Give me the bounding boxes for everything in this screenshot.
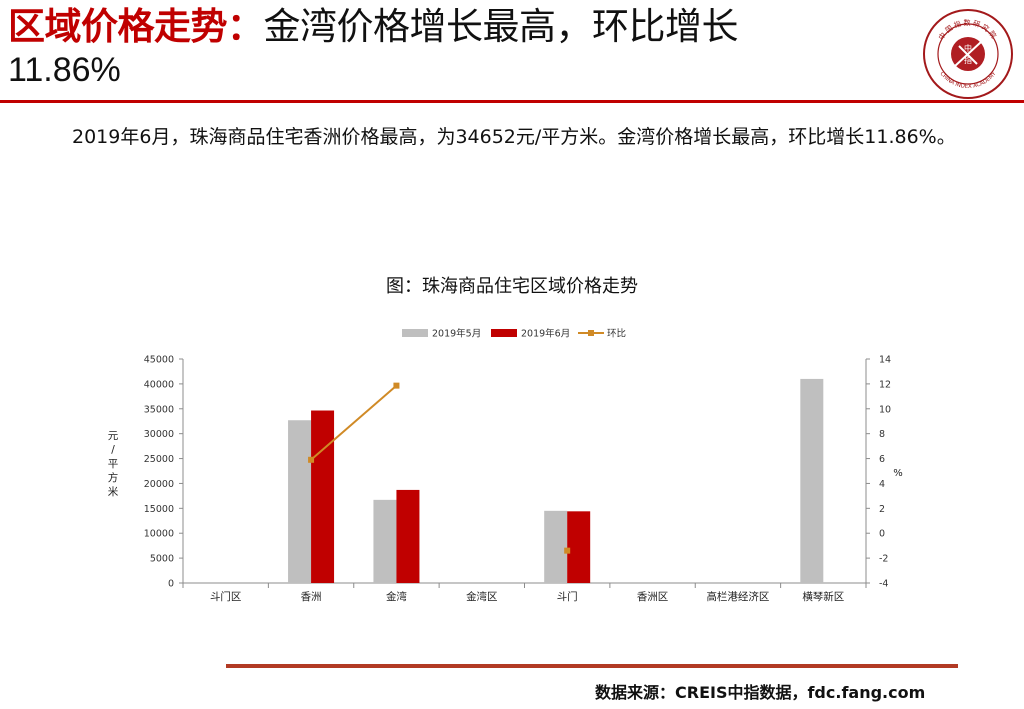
y-axis-title-char: 元 — [108, 430, 119, 442]
y-tick-label: 35000 — [144, 404, 174, 415]
bar — [800, 378, 824, 583]
y2-tick-label: 4 — [879, 479, 885, 490]
seal-logo-icon: 中 指 中国指数研究院 CHINA INDEX ACADEMY — [923, 9, 1013, 99]
mom-point — [308, 456, 315, 463]
bar — [396, 489, 420, 583]
mom-line-segment — [310, 384, 398, 461]
y-tick-label: 40000 — [144, 379, 174, 390]
mom-point — [393, 382, 400, 389]
x-tick-label: 金湾 — [386, 590, 407, 603]
bar — [288, 420, 312, 583]
y2-tick-label: -4 — [879, 579, 888, 590]
y-tick-label: 15000 — [144, 504, 174, 515]
y-axis-title-char: 平 — [108, 458, 119, 470]
page-title: 区域价格走势：金湾价格增长最高，环比增长 11.86% — [8, 4, 913, 90]
y2-tick-label: -2 — [879, 554, 888, 565]
y-tick-label: 20000 — [144, 479, 174, 490]
mom-point — [564, 547, 571, 554]
bar — [373, 499, 397, 583]
x-tick-label: 斗门区 — [210, 590, 242, 603]
footer-divider — [226, 664, 958, 668]
logo-char-2: 指 — [964, 55, 972, 65]
bar — [567, 511, 591, 583]
y2-tick-label: 0 — [879, 529, 885, 540]
bar — [544, 510, 568, 583]
x-tick-label: 香洲 — [301, 591, 322, 603]
y2-tick-label: 8 — [879, 429, 885, 440]
bar — [311, 410, 335, 583]
summary-paragraph: 2019年6月，珠海商品住宅香洲价格最高，为34652元/平方米。金湾价格增长最… — [72, 126, 956, 148]
title-line-2: 11.86% — [8, 51, 121, 89]
y-tick-label: 45000 — [144, 355, 174, 366]
legend-marker-mom — [588, 330, 594, 336]
title-highlight: 区域价格走势： — [8, 5, 264, 48]
title-divider — [0, 100, 1024, 103]
logo-char-1: 中 — [964, 43, 972, 53]
legend-swatch-may — [402, 329, 428, 337]
y-axis-title-char: / — [111, 444, 115, 456]
y2-tick-label: 14 — [879, 355, 891, 366]
y-tick-label: 10000 — [144, 529, 174, 540]
y2-tick-label: 10 — [879, 404, 891, 415]
y2-tick-label: 6 — [879, 454, 885, 465]
y2-tick-label: 2 — [879, 504, 885, 515]
title-text: 金湾价格增长最高，环比增长 — [263, 5, 739, 48]
y2-axis-title: % — [893, 468, 903, 479]
x-tick-label: 高栏港经济区 — [706, 590, 769, 603]
y-axis-title-char: 米 — [108, 485, 119, 498]
x-tick-label: 斗门 — [557, 590, 578, 603]
x-tick-label: 香洲区 — [637, 591, 669, 603]
y-tick-label: 30000 — [144, 429, 174, 440]
y-axis-title-char: 方 — [108, 471, 119, 484]
y-tick-label: 5000 — [150, 554, 174, 565]
legend-swatch-june — [491, 329, 517, 337]
price-trend-chart: 0 5000 10000 15000 20000 25000 30000 35000 40000… — [108, 328, 903, 604]
chart-title: 图：珠海商品住宅区域价格走势 — [386, 276, 638, 297]
y-tick-label: 25000 — [144, 454, 174, 465]
legend-label-june: 2019年6月 — [521, 328, 570, 340]
legend-label-mom: 环比 — [607, 328, 626, 340]
y-tick-label: 0 — [168, 579, 174, 590]
x-tick-label: 金湾区 — [466, 590, 498, 603]
y2-tick-label: 12 — [879, 379, 891, 390]
legend-label-may: 2019年5月 — [432, 328, 481, 340]
data-source: 数据来源：CREIS中指数据，fdc.fang.com — [595, 683, 926, 702]
x-tick-label: 横琴新区 — [802, 590, 844, 603]
